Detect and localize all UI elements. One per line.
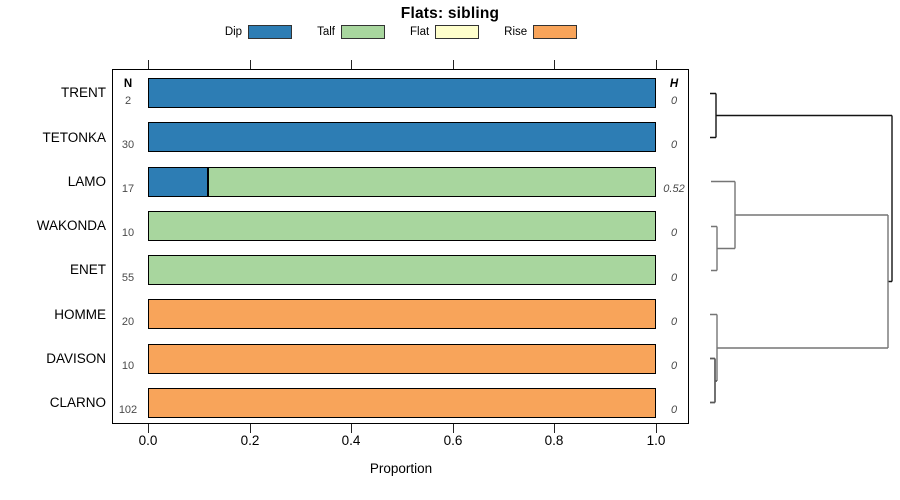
x-tick-label: 0.6 [443, 433, 463, 448]
axis-tick [656, 424, 658, 433]
bar-segment-dip [148, 78, 656, 108]
category-label: LAMO [67, 174, 106, 189]
h-value: 0 [670, 360, 678, 372]
axis-tick [656, 60, 658, 69]
category-label: WAKONDA [36, 218, 106, 233]
h-value: 0 [670, 139, 678, 151]
bar-row [148, 78, 656, 108]
bar-row [148, 122, 656, 152]
h-value: 0.52 [663, 183, 685, 195]
legend-item-label: Rise [504, 26, 528, 38]
legend-swatch [340, 25, 385, 39]
legend-item-rise: Rise [504, 25, 578, 39]
x-tick-label: 0.8 [544, 433, 564, 448]
category-label: HOMME [54, 307, 106, 322]
legend: Dip Talf Flat Rise [112, 23, 690, 41]
legend-swatch [533, 25, 578, 39]
x-tick-label: 0.0 [138, 433, 158, 448]
axis-tick [148, 424, 150, 433]
bar-segment-rise [148, 299, 656, 329]
category-label: TETONKA [42, 130, 106, 145]
x-tick-label: 0.2 [240, 433, 260, 448]
bar-row [148, 255, 656, 285]
h-value: 0 [670, 95, 678, 107]
axis-tick [351, 60, 353, 69]
n-value: 55 [121, 272, 135, 284]
n-value: 17 [121, 183, 135, 195]
bar-row [148, 388, 656, 418]
bar-segment-talf [148, 211, 656, 241]
category-label: CLARNO [49, 395, 106, 410]
n-column-header: N [123, 78, 133, 90]
h-value: 0 [670, 227, 678, 239]
axis-tick [250, 60, 252, 69]
n-value: 30 [121, 139, 135, 151]
bar-segment-dip [148, 122, 656, 152]
n-value: 2 [124, 95, 132, 107]
x-tick-label: 0.4 [341, 433, 361, 448]
bar-segment-dip [148, 167, 208, 197]
axis-tick [453, 424, 455, 433]
legend-item-label: Talf [317, 26, 335, 38]
legend-item-label: Dip [224, 26, 243, 38]
category-label: ENET [69, 262, 106, 277]
category-label: DAVISON [46, 351, 106, 366]
axis-tick [554, 424, 556, 433]
axis-tick [453, 60, 455, 69]
bar-segment-talf [207, 167, 656, 197]
axis-tick [148, 60, 150, 69]
bar-segment-rise [148, 388, 656, 418]
bar-segment-rise [148, 344, 656, 374]
bar-row [148, 167, 656, 197]
legend-swatch [435, 25, 480, 39]
n-value: 10 [121, 227, 135, 239]
legend-item-label: Flat [409, 26, 430, 38]
axis-tick [554, 60, 556, 69]
axis-tick [250, 424, 252, 433]
legend-item-dip: Dip [224, 25, 293, 39]
category-label: TRENT [61, 85, 106, 100]
legend-item-talf: Talf [317, 25, 385, 39]
bar-segment-talf [148, 255, 656, 285]
h-value: 0 [670, 272, 678, 284]
x-tick-label: 1.0 [646, 433, 666, 448]
n-value: 102 [118, 404, 138, 416]
axis-tick [351, 424, 353, 433]
legend-swatch [248, 25, 293, 39]
n-value: 10 [121, 360, 135, 372]
x-axis-title: Proportion [369, 461, 433, 476]
n-value: 20 [121, 316, 135, 328]
h-value: 0 [670, 316, 678, 328]
h-column-header: H [669, 78, 679, 90]
bar-row [148, 344, 656, 374]
bar-row [148, 211, 656, 241]
bar-row [148, 299, 656, 329]
h-value: 0 [670, 404, 678, 416]
chart-title: Flats: sibling [400, 5, 500, 22]
legend-item-flat: Flat [409, 25, 480, 39]
